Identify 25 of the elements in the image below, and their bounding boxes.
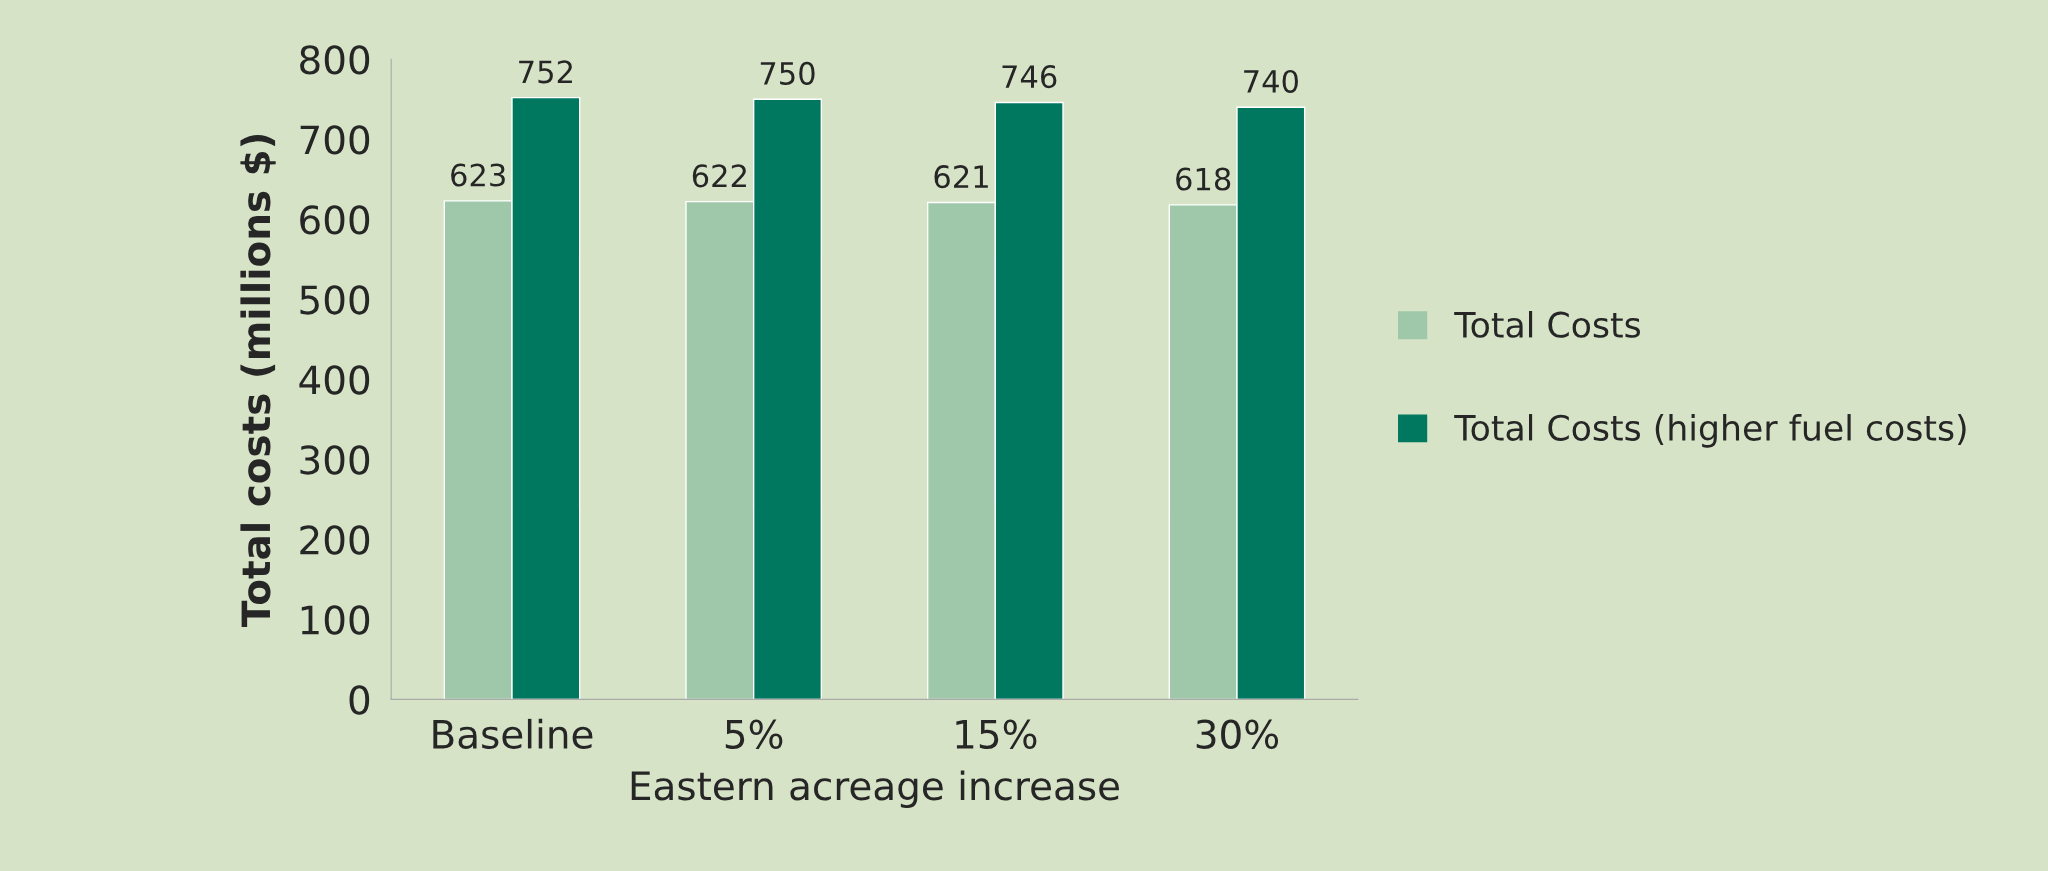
legend-label: Total Costs: [1454, 310, 1641, 338]
x-tick-label: Baseline: [433, 718, 593, 749]
y-tick-label: 300: [300, 445, 370, 475]
y-tick-label: 0: [349, 685, 370, 715]
data-label: 621: [934, 165, 988, 189]
x-tick-label: 30%: [1196, 719, 1279, 749]
y-axis-title: Total costs (millions $): [240, 134, 276, 627]
data-label: 622: [692, 164, 746, 188]
y-tick-label: 800: [300, 45, 370, 75]
y-tick-label: 500: [300, 285, 370, 315]
y-tick-label: 100: [301, 605, 370, 635]
x-tick-label: 15%: [956, 719, 1037, 749]
x-tick-label: 5%: [725, 719, 783, 749]
y-tick-label: 400: [299, 365, 370, 395]
y-tick-label: 600: [300, 205, 370, 235]
legend-label: Total Costs (higher fuel costs): [1454, 414, 1966, 448]
y-tick-label: 200: [300, 525, 370, 555]
data-label: 750: [760, 61, 815, 85]
x-axis-title: Eastern acreage increase: [631, 770, 1119, 809]
data-label: 618: [1176, 167, 1231, 191]
data-label: 623: [451, 163, 505, 187]
data-label: 752: [519, 60, 572, 84]
y-tick-label: 700: [300, 125, 370, 155]
data-label: 746: [1002, 65, 1057, 89]
data-label: 740: [1244, 69, 1298, 93]
